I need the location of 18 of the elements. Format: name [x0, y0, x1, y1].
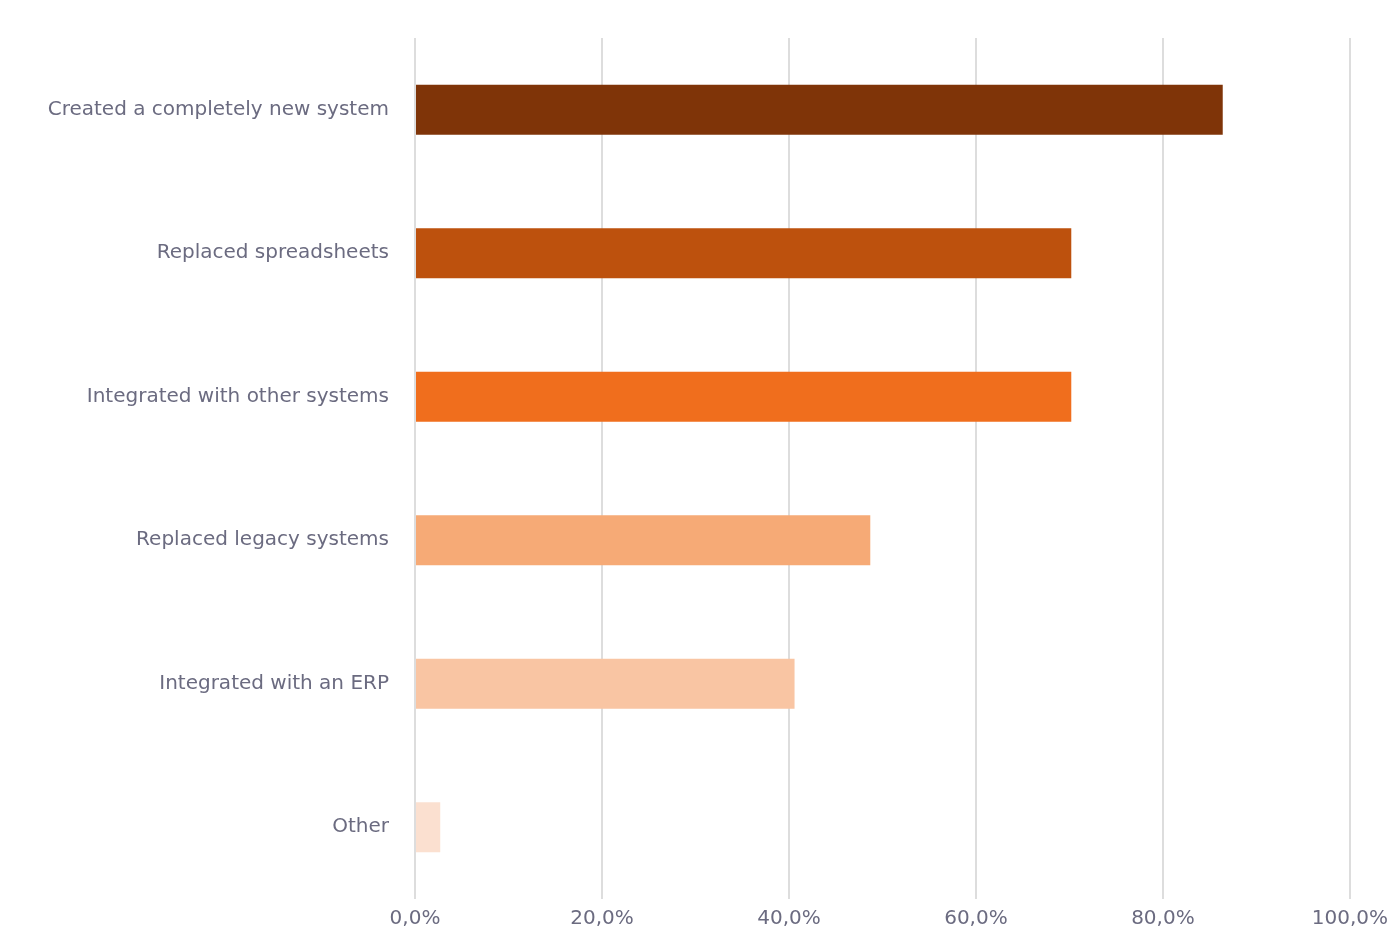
- bar: [416, 515, 871, 566]
- bar: [416, 658, 795, 709]
- x-tick-label: 80,0%: [1131, 905, 1195, 930]
- bar: [416, 84, 1223, 135]
- x-tick-label: 20,0%: [570, 905, 634, 930]
- y-tick-label: Replaced spreadsheets: [156, 239, 389, 264]
- bar: [416, 228, 1072, 279]
- y-tick-label: Other: [332, 813, 390, 838]
- x-tick-label: 40,0%: [757, 905, 821, 930]
- x-tick-label: 60,0%: [944, 905, 1008, 930]
- y-tick-label: Integrated with an ERP: [159, 669, 389, 694]
- y-tick-label: Created a completely new system: [47, 95, 389, 120]
- x-tick-label: 0,0%: [389, 905, 441, 930]
- y-tick-label: Integrated with other systems: [86, 382, 389, 407]
- bar: [416, 802, 441, 853]
- y-tick-label: Replaced legacy systems: [136, 526, 389, 551]
- bar: [416, 371, 1072, 422]
- x-tick-label: 100,0%: [1311, 905, 1388, 930]
